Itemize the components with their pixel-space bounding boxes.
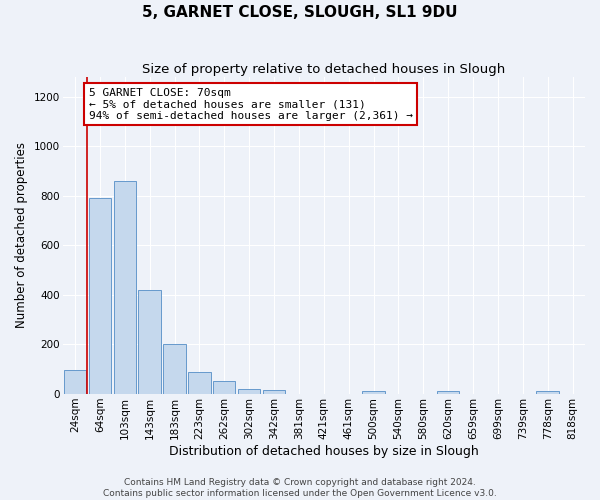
Bar <box>188 372 211 394</box>
Bar <box>536 391 559 394</box>
Bar <box>263 390 285 394</box>
Text: 5, GARNET CLOSE, SLOUGH, SL1 9DU: 5, GARNET CLOSE, SLOUGH, SL1 9DU <box>142 5 458 20</box>
Text: Contains HM Land Registry data © Crown copyright and database right 2024.
Contai: Contains HM Land Registry data © Crown c… <box>103 478 497 498</box>
Bar <box>437 391 460 394</box>
Bar <box>163 344 186 394</box>
X-axis label: Distribution of detached houses by size in Slough: Distribution of detached houses by size … <box>169 444 479 458</box>
Bar <box>89 198 111 394</box>
Bar <box>64 370 86 394</box>
Bar <box>139 290 161 394</box>
Bar <box>362 391 385 394</box>
Bar <box>113 181 136 394</box>
Title: Size of property relative to detached houses in Slough: Size of property relative to detached ho… <box>142 62 505 76</box>
Y-axis label: Number of detached properties: Number of detached properties <box>15 142 28 328</box>
Text: 5 GARNET CLOSE: 70sqm
← 5% of detached houses are smaller (131)
94% of semi-deta: 5 GARNET CLOSE: 70sqm ← 5% of detached h… <box>89 88 413 121</box>
Bar <box>238 388 260 394</box>
Bar <box>213 381 235 394</box>
